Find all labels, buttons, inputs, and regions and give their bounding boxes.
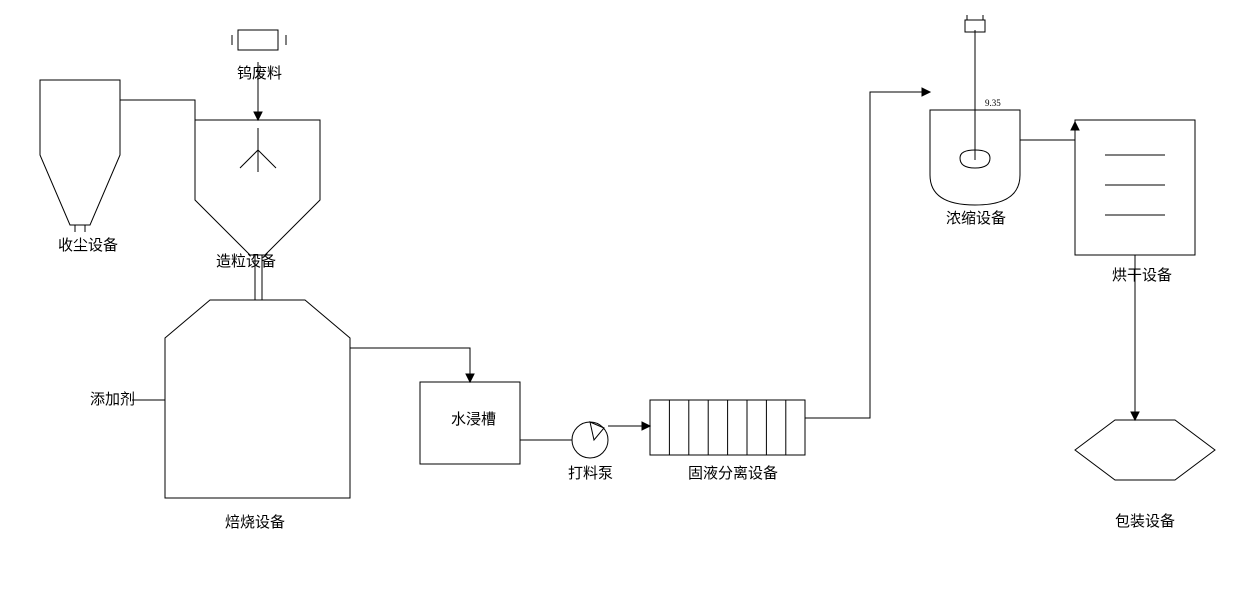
granulator-label: 造粒设备 — [216, 253, 276, 270]
filter-label: 固液分离设备 — [688, 465, 778, 482]
water_tank-label: 水浸槽 — [451, 411, 496, 428]
roaster-label: 焙烧设备 — [225, 514, 285, 531]
dryer-label: 烘干设备 — [1112, 267, 1172, 284]
tungsten_waste-label: 钨废料 — [237, 65, 282, 82]
packaging-label: 包装设备 — [1115, 513, 1175, 530]
pump-label: 打料泵 — [568, 465, 613, 482]
concentrator_tag-label: 9.35 — [985, 98, 1001, 108]
concentrator-label: 浓缩设备 — [946, 210, 1006, 227]
dust_collector-label: 收尘设备 — [58, 237, 118, 254]
additive-label: 添加剂 — [90, 391, 135, 408]
